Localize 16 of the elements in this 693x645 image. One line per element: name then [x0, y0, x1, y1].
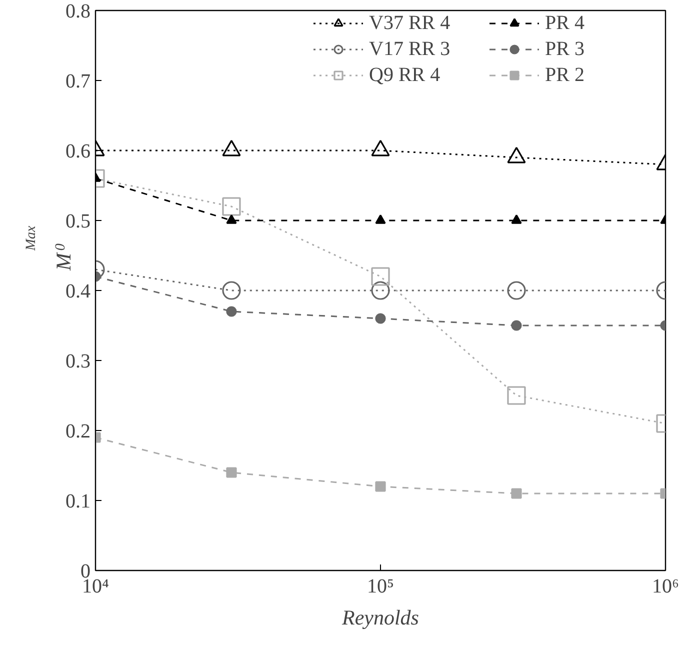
- legend-label: V37 RR 4: [369, 10, 452, 36]
- y-tick-label: 0.1: [66, 490, 90, 512]
- legend-label: PR 3: [545, 36, 586, 62]
- y-tick-label: 0.6: [66, 140, 90, 162]
- x-tick-label: 10⁶: [652, 576, 680, 598]
- x-tick-label: 10⁵: [367, 576, 394, 598]
- y-tick-label: 0.7: [66, 70, 90, 92]
- legend-label: V17 RR 3: [369, 36, 452, 62]
- legend-label: PR 4: [545, 10, 586, 36]
- y-tick-label: 0.2: [66, 420, 90, 442]
- legend-label: PR 2: [545, 62, 586, 88]
- y-tick-label: 0.4: [66, 280, 90, 302]
- legend-label: Q9 RR 4: [369, 62, 442, 88]
- x-axis-title: Reynolds: [341, 606, 419, 630]
- y-tick-label: 0.3: [66, 350, 90, 372]
- y-tick-label: 0.8: [66, 0, 90, 22]
